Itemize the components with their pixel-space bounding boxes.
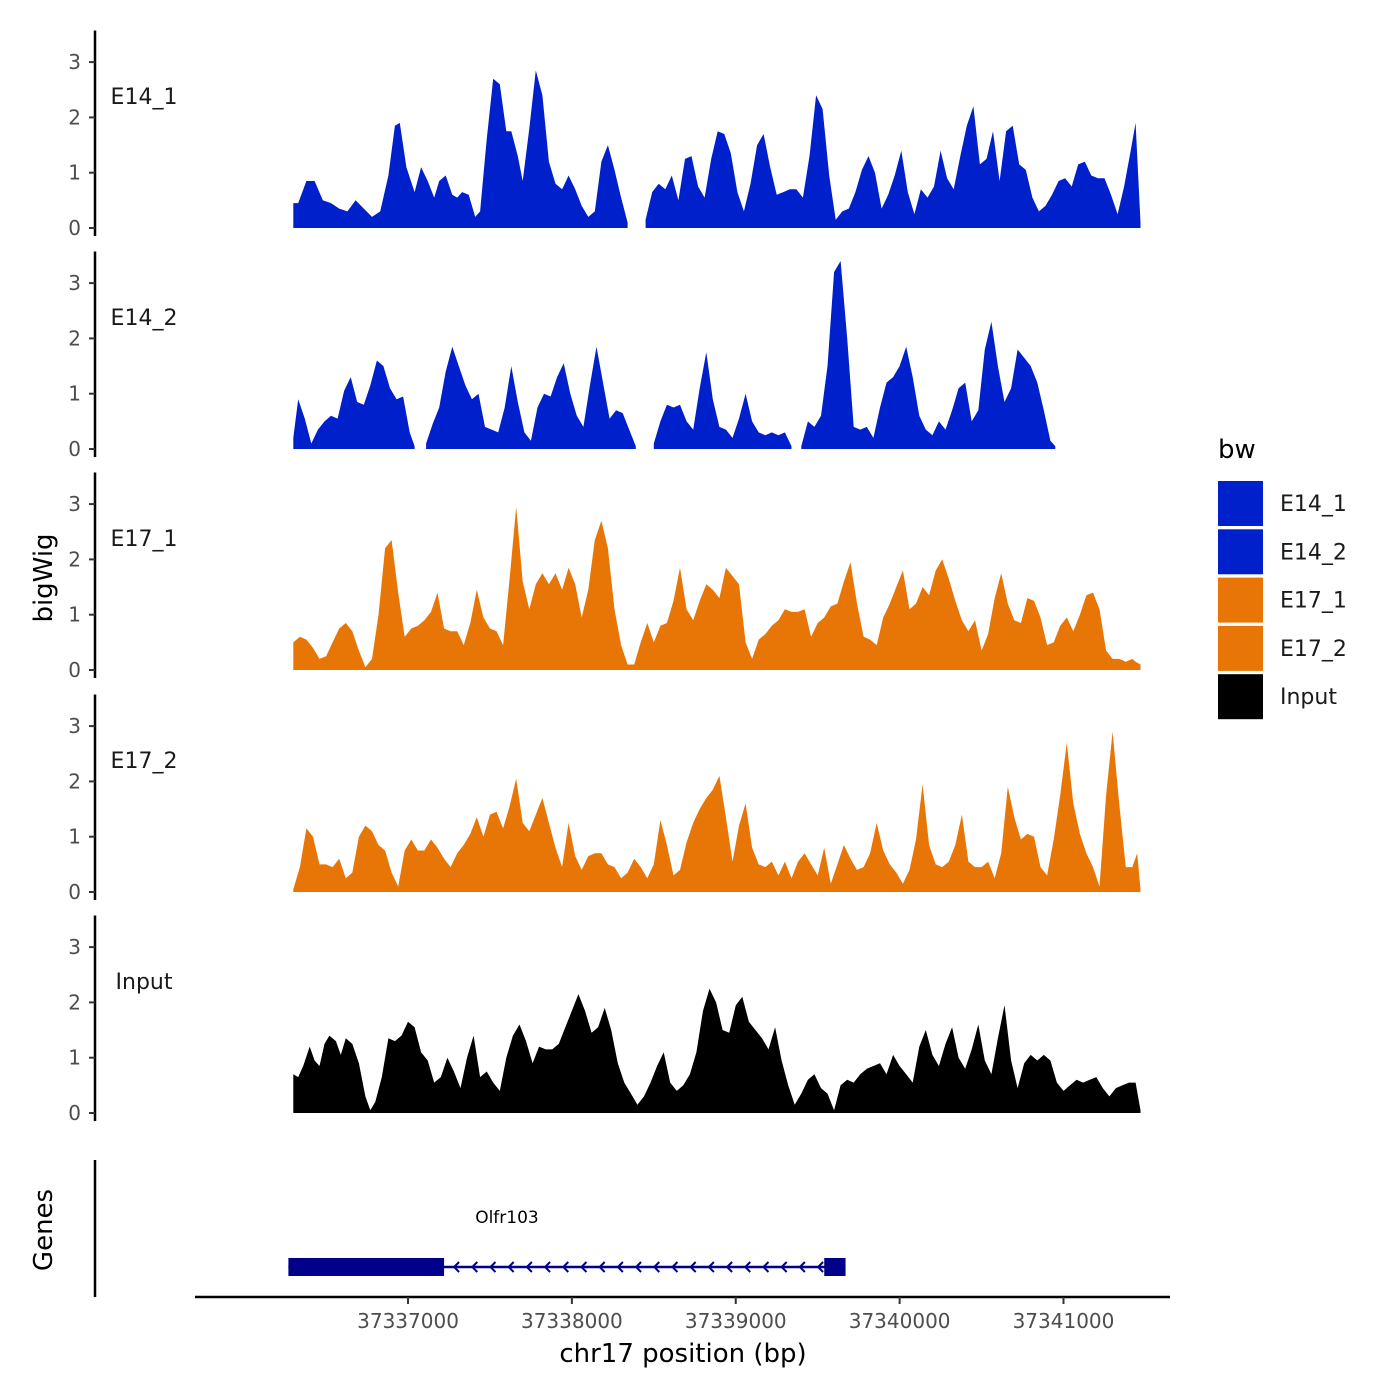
legend-label: E17_1 — [1280, 589, 1347, 614]
strand-arrow — [743, 1261, 751, 1273]
legend-title: bw — [1218, 435, 1256, 465]
signal-area — [293, 506, 1141, 670]
strand-arrow — [598, 1261, 606, 1273]
strand-arrow — [489, 1261, 497, 1273]
x-axis-title: chr17 position (bp) — [559, 1339, 806, 1369]
strand-arrow — [725, 1261, 733, 1273]
strand-arrow — [671, 1261, 679, 1273]
strand-arrow — [689, 1261, 697, 1273]
legend: E14_1 E14_2 E17_1 E17_2 Input — [1218, 481, 1347, 720]
track-input: 0 1 2 3 Input — [68, 915, 1141, 1125]
y-axis-title: bigWig — [29, 533, 59, 622]
strand-arrow — [616, 1261, 624, 1273]
y-tick-label: 1 — [68, 382, 81, 406]
genes-axis-title: Genes — [29, 1189, 59, 1271]
y-tick-label: 0 — [68, 216, 81, 240]
strand-arrow — [525, 1261, 533, 1273]
legend-swatch — [1218, 625, 1263, 671]
legend-swatch — [1218, 577, 1263, 623]
y-tick-label: 2 — [68, 326, 81, 350]
legend-swatch — [1218, 529, 1263, 575]
strand-arrow — [580, 1261, 588, 1273]
y-tick-label: 2 — [68, 105, 81, 129]
y-tick-label: 3 — [68, 714, 81, 738]
panel-label: E17_1 — [111, 527, 178, 552]
signal-area — [293, 988, 1141, 1113]
y-tick-label: 0 — [68, 880, 81, 904]
panel-label: E14_2 — [111, 306, 178, 331]
x-tick-label: 37341000 — [1013, 1309, 1115, 1333]
x-tick-label: 37340000 — [849, 1309, 951, 1333]
y-tick-label: 2 — [68, 769, 81, 793]
legend-swatch — [1218, 481, 1263, 526]
legend-label: E14_1 — [1280, 492, 1347, 517]
gene-exon — [288, 1258, 445, 1276]
strand-arrow — [652, 1261, 660, 1273]
y-tick-label: 3 — [68, 50, 81, 74]
signal-area — [645, 95, 1141, 228]
strand-arrow — [798, 1261, 806, 1273]
signal-area — [801, 261, 1056, 449]
signal-area — [293, 70, 628, 229]
x-tick-label: 37337000 — [357, 1309, 459, 1333]
gene-label: Olfr103 — [475, 1208, 539, 1228]
legend-label: E17_2 — [1280, 637, 1347, 662]
strand-arrow — [780, 1261, 788, 1273]
track-e17-2: 0 1 2 3 E17_2 — [68, 694, 1141, 904]
panel-label: E14_1 — [111, 85, 178, 110]
signal-area — [426, 346, 636, 449]
y-tick-label: 1 — [68, 161, 81, 185]
panel-label: Input — [116, 970, 173, 995]
strand-arrow — [707, 1261, 715, 1273]
strand-arrow — [470, 1261, 478, 1273]
y-tick-label: 3 — [68, 935, 81, 959]
signal-area — [293, 360, 415, 449]
track-e14-1: 0 1 2 3 E14_1 — [68, 30, 1141, 240]
gene-track: Olfr103 — [93, 1160, 846, 1297]
legend-label: Input — [1280, 685, 1337, 710]
y-tick-label: 2 — [68, 990, 81, 1014]
signal-area — [293, 731, 1141, 892]
x-tick-label: 37338000 — [521, 1309, 623, 1333]
strand-arrow — [634, 1261, 642, 1273]
strand-arrow — [452, 1261, 460, 1273]
y-tick-label: 1 — [68, 603, 81, 627]
y-tick-label: 0 — [68, 658, 81, 682]
track-e17-1: 0 1 2 3 E17_1 — [68, 472, 1141, 682]
y-tick-label: 0 — [68, 437, 81, 461]
legend-label: E14_2 — [1280, 540, 1347, 565]
panel-label: E17_2 — [111, 749, 178, 774]
y-tick-label: 0 — [68, 1101, 81, 1125]
x-tick-label: 37339000 — [685, 1309, 787, 1333]
strand-arrow — [561, 1261, 569, 1273]
y-tick-label: 1 — [68, 825, 81, 849]
strand-arrow — [543, 1261, 551, 1273]
strand-arrow — [507, 1261, 515, 1273]
y-tick-label: 3 — [68, 492, 81, 516]
legend-swatch — [1218, 674, 1263, 720]
signal-area — [653, 352, 792, 449]
track-e14-2: 0 1 2 3 E14_2 — [68, 251, 1056, 461]
y-tick-label: 2 — [68, 547, 81, 571]
y-tick-label: 3 — [68, 271, 81, 295]
y-tick-label: 1 — [68, 1046, 81, 1070]
x-axis: 37337000 37338000 37339000 37340000 37341000 — [195, 1295, 1170, 1333]
track-panels: 0 1 2 3 E14_1 0 1 2 3 E14_2 0 1 2 3 E17_1 0 1 2 3 E17_2 0 1 2 3… — [68, 30, 1141, 1125]
gene-exon — [824, 1258, 846, 1276]
strand-arrow — [762, 1261, 770, 1273]
strand-arrow — [816, 1261, 824, 1273]
